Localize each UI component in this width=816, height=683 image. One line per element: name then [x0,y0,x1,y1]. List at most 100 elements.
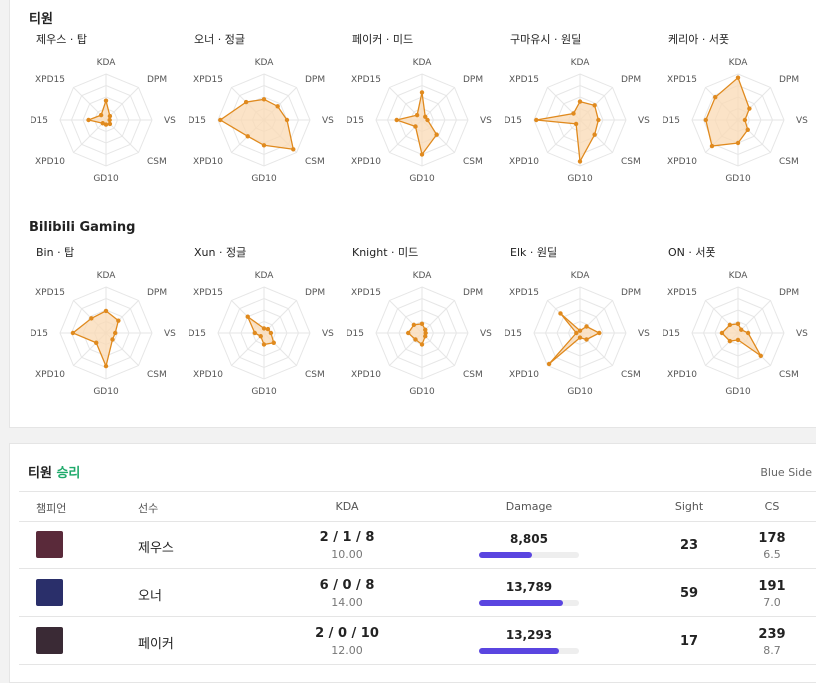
damage-bar [479,648,579,654]
table-row[interactable]: 제우스 2 / 1 / 8 10.00 8,805 23 178 6.5 [19,521,816,569]
radar-data-point [245,134,250,139]
radar-axis-label: GD15 [31,329,48,339]
radar-data-point [258,334,263,339]
radar-spoke [421,300,455,334]
radar-chart: KDA DPM VS CSM GD10 XPD10 GD15 XPD15 구마유시 · 원딜 [505,31,655,201]
radar-axis-label: XPD15 [193,288,223,298]
radar-data-point [116,318,121,323]
damage-bar-fill [479,552,532,558]
radar-axis-label: VS [164,329,176,339]
player-name[interactable]: 제우스 [138,541,174,556]
radar-data-point [268,330,274,336]
radar-data-point [86,117,91,123]
radar-data-point [425,117,430,123]
radar-svg: KDA DPM VS CSM GD10 XPD10 GD15 XPD15 [663,58,808,184]
radar-data-point [261,143,267,148]
radar-axis-label: DPM [621,288,641,298]
radar-spoke [421,332,455,366]
header-kda: KDA [335,500,359,513]
radar-data-point [265,326,271,332]
radar-axis-label: XPD10 [351,370,381,380]
radar-player-label: Knight · 미드 [352,246,419,259]
kda-value: 2 / 1 / 8 [319,530,375,545]
header-damage: Damage [505,500,553,513]
radar-data-polygon [394,92,438,157]
champion-icon[interactable] [36,579,63,606]
radar-axis-label: XPD15 [509,288,539,298]
radar-data-point [592,132,597,137]
radar-data-point [735,140,741,146]
radar-chart: KDA DPM VS CSM GD10 XPD10 GD15 XPD15 오너 · 정글 [189,31,339,201]
radar-axis-label: GD15 [31,116,48,126]
radar-svg: KDA DPM VS CSM GD10 XPD10 GD15 XPD15 [189,58,334,184]
radar-axis-label: GD10 [567,174,593,184]
radar-data-point [275,104,280,109]
radar-data-point [89,316,94,321]
radar-data-point [103,98,109,103]
table-row[interactable]: 페이커 2 / 0 / 10 12.00 13,293 17 239 8.7 [19,617,816,665]
table-header: 챔피언 선수 KDA Damage Sight CS [19,491,816,522]
radar-data-point [577,99,583,104]
radar-axis-label: KDA [571,271,591,281]
radar-axis-label: GD10 [93,387,119,397]
champion-icon[interactable] [36,531,63,558]
radar-data-point [113,330,118,336]
radar-axis-label: XPD10 [351,157,381,167]
radar-data-point [739,327,744,332]
radar-data-point [735,337,741,343]
radar-axis-label: GD15 [189,329,206,339]
champion-icon[interactable] [36,627,63,654]
radar-data-point [745,127,750,132]
radar-data-point [719,330,725,336]
radar-svg: KDA DPM VS CSM GD10 XPD10 GD15 XPD15 [505,58,650,184]
radar-data-point [100,121,105,126]
radar-axis-label: XPD10 [509,370,539,380]
player-name[interactable]: 페이커 [138,637,174,652]
header-champion: 챔피언 [36,502,67,515]
sight-value: 23 [679,538,699,553]
damage-bar [479,600,579,606]
radar-axis-label: DPM [305,75,325,85]
radar-axis-label: GD10 [251,387,277,397]
radar-axis-label: GD10 [93,174,119,184]
radar-data-point [597,330,602,336]
radar-data-point [413,124,418,129]
radar-axis-label: GD15 [663,329,680,339]
damage-value: 13,789 [505,580,553,594]
radar-data-point [745,330,751,336]
radar-axis-label: GD10 [725,174,751,184]
radar-axis-label: XPD15 [35,75,65,85]
table-row[interactable]: 오너 6 / 0 / 8 14.00 13,789 59 191 7.0 [19,569,816,617]
radar-axis-label: KDA [571,58,591,68]
radar-data-point [406,330,411,336]
radar-data-polygon [407,323,427,346]
radar-svg: KDA DPM VS CSM GD10 XPD10 GD15 XPD15 [31,271,176,397]
radar-chart: KDA DPM VS CSM GD10 XPD10 GD15 XPD15 Knight · 미… [347,244,497,414]
radar-data-point [713,95,718,100]
radar-axis-label: GD15 [347,329,364,339]
radar-axis-label: CSM [621,157,641,167]
radar-player-label: 구마유시 · 원딜 [510,33,582,46]
damage-bar-fill [479,648,559,654]
player-name[interactable]: 오너 [138,589,162,604]
result-label: 승리 [56,466,81,481]
radar-axis-label: DPM [147,75,167,85]
radar-data-point [735,75,741,80]
radar-data-point [107,117,112,123]
radar-data-point [110,337,115,342]
radar-axis-label: XPD10 [35,157,65,167]
radar-data-point [107,113,113,119]
radar-data-point [419,152,425,157]
damage-bar [479,552,579,558]
radar-axis-label: DPM [621,75,641,85]
cs-value: 178 [758,531,786,546]
radar-axis-label: XPD10 [509,157,539,167]
radar-svg: KDA DPM VS CSM GD10 XPD10 GD15 XPD15 [505,271,650,397]
kda-value: 6 / 0 / 8 [319,578,375,593]
radar-axis-label: CSM [147,370,167,380]
radar-data-point [94,340,99,345]
radar-chart: KDA DPM VS CSM GD10 XPD10 GD15 XPD15 Bin · 탑 [31,244,181,414]
radar-data-point [584,324,589,329]
radar-spoke [737,300,771,334]
radar-axis-label: GD15 [347,116,364,126]
